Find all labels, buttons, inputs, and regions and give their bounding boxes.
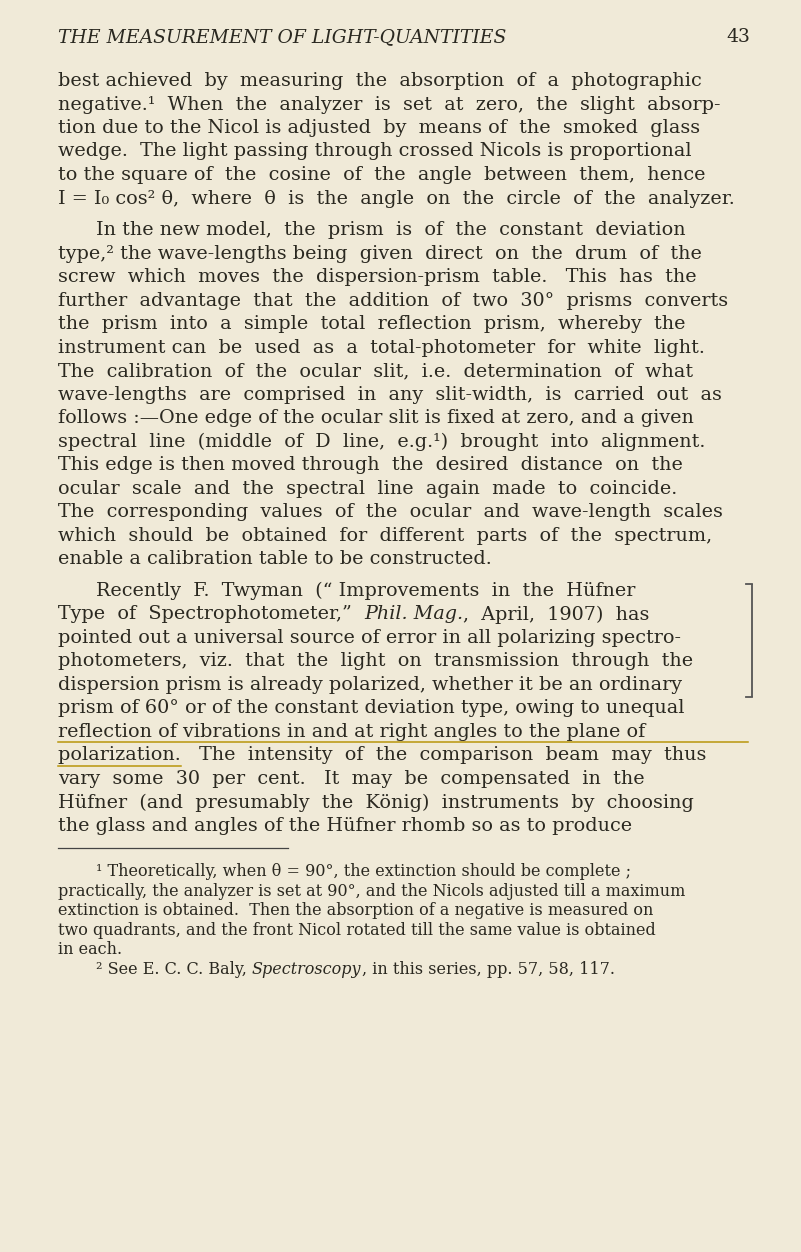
Text: The  corresponding  values  of  the  ocular  and  wave-length  scales: The corresponding values of the ocular a… bbox=[58, 503, 723, 521]
Text: two quadrants, and the front Nicol rotated till the same value is obtained: two quadrants, and the front Nicol rotat… bbox=[58, 921, 656, 939]
Text: reflection of vibrations in and at right angles to the plane of: reflection of vibrations in and at right… bbox=[58, 722, 646, 741]
Text: polarization.   The  intensity  of  the  comparison  beam  may  thus: polarization. The intensity of the compa… bbox=[58, 746, 706, 765]
Text: the glass and angles of the Hüfner rhomb so as to produce: the glass and angles of the Hüfner rhomb… bbox=[58, 818, 632, 835]
Text: pointed out a universal source of error in all polarizing spectro-: pointed out a universal source of error … bbox=[58, 629, 681, 647]
Text: , in this series, pp. 57, 58, 117.: , in this series, pp. 57, 58, 117. bbox=[361, 960, 614, 978]
Text: The  calibration  of  the  ocular  slit,  i.e.  determination  of  what: The calibration of the ocular slit, i.e.… bbox=[58, 362, 693, 381]
Text: screw  which  moves  the  dispersion-prism  table.   This  has  the: screw which moves the dispersion-prism t… bbox=[58, 268, 697, 287]
Text: extinction is obtained.  Then the absorption of a negative is measured on: extinction is obtained. Then the absorpt… bbox=[58, 903, 654, 919]
Text: in each.: in each. bbox=[58, 942, 122, 958]
Text: ocular  scale  and  the  spectral  line  again  made  to  coincide.: ocular scale and the spectral line again… bbox=[58, 480, 678, 498]
Text: spectral  line  (middle  of  D  line,  e.g.¹)  brought  into  alignment.: spectral line (middle of D line, e.g.¹) … bbox=[58, 433, 706, 451]
Text: to the square of  the  cosine  of  the  angle  between  them,  hence: to the square of the cosine of the angle… bbox=[58, 167, 706, 184]
Text: I = I₀ cos² θ,  where  θ  is  the  angle  on  the  circle  of  the  analyzer.: I = I₀ cos² θ, where θ is the angle on t… bbox=[58, 189, 735, 208]
Text: which  should  be  obtained  for  different  parts  of  the  spectrum,: which should be obtained for different p… bbox=[58, 527, 712, 545]
Text: vary  some  30  per  cent.   It  may  be  compensated  in  the: vary some 30 per cent. It may be compens… bbox=[58, 770, 645, 788]
Text: instrument can  be  used  as  a  total-photometer  for  white  light.: instrument can be used as a total-photom… bbox=[58, 339, 705, 357]
Text: follows :—One edge of the ocular slit is fixed at zero, and a given: follows :—One edge of the ocular slit is… bbox=[58, 409, 694, 427]
Text: In the new model,  the  prism  is  of  the  constant  deviation: In the new model, the prism is of the co… bbox=[96, 222, 686, 239]
Text: best achieved  by  measuring  the  absorption  of  a  photographic: best achieved by measuring the absorptio… bbox=[58, 73, 702, 90]
Text: ² See E. C. C. Baly,: ² See E. C. C. Baly, bbox=[96, 960, 252, 978]
Text: Spectroscopy: Spectroscopy bbox=[252, 960, 361, 978]
Text: practically, the analyzer is set at 90°, and the Nicols adjusted till a maximum: practically, the analyzer is set at 90°,… bbox=[58, 883, 686, 900]
Text: enable a calibration table to be constructed.: enable a calibration table to be constru… bbox=[58, 550, 492, 568]
Text: dispersion prism is already polarized, whether it be an ordinary: dispersion prism is already polarized, w… bbox=[58, 676, 682, 694]
Text: THE MEASUREMENT OF LIGHT-QUANTITIES: THE MEASUREMENT OF LIGHT-QUANTITIES bbox=[58, 28, 506, 46]
Text: wedge.  The light passing through crossed Nicols is proportional: wedge. The light passing through crossed… bbox=[58, 143, 691, 160]
Text: This edge is then moved through  the  desired  distance  on  the: This edge is then moved through the desi… bbox=[58, 456, 683, 475]
Text: ¹ Theoretically, when θ = 90°, the extinction should be complete ;: ¹ Theoretically, when θ = 90°, the extin… bbox=[96, 863, 631, 880]
Text: prism of 60° or of the constant deviation type, owing to unequal: prism of 60° or of the constant deviatio… bbox=[58, 700, 685, 717]
Text: ,  April,  1907)  has: , April, 1907) has bbox=[463, 606, 650, 623]
Text: further  advantage  that  the  addition  of  two  30°  prisms  converts: further advantage that the addition of t… bbox=[58, 292, 728, 309]
Text: wave-lengths  are  comprised  in  any  slit-width,  is  carried  out  as: wave-lengths are comprised in any slit-w… bbox=[58, 386, 722, 403]
Text: photometers,  viz.  that  the  light  on  transmission  through  the: photometers, viz. that the light on tran… bbox=[58, 652, 693, 671]
Text: tion due to the Nicol is adjusted  by  means of  the  smoked  glass: tion due to the Nicol is adjusted by mea… bbox=[58, 119, 700, 136]
Text: Phil. Mag.: Phil. Mag. bbox=[364, 606, 463, 623]
Text: type,² the wave-lengths being  given  direct  on  the  drum  of  the: type,² the wave-lengths being given dire… bbox=[58, 244, 702, 263]
Text: the  prism  into  a  simple  total  reflection  prism,  whereby  the: the prism into a simple total reflection… bbox=[58, 316, 686, 333]
Text: negative.¹  When  the  analyzer  is  set  at  zero,  the  slight  absorp-: negative.¹ When the analyzer is set at z… bbox=[58, 95, 721, 114]
Text: 43: 43 bbox=[727, 28, 750, 46]
Text: Recently  F.  Twyman  (“ Improvements  in  the  Hüfner: Recently F. Twyman (“ Improvements in th… bbox=[96, 582, 635, 600]
Text: Type  of  Spectrophotometer,”: Type of Spectrophotometer,” bbox=[58, 606, 364, 623]
Text: Hüfner  (and  presumably  the  König)  instruments  by  choosing: Hüfner (and presumably the König) instru… bbox=[58, 794, 694, 811]
